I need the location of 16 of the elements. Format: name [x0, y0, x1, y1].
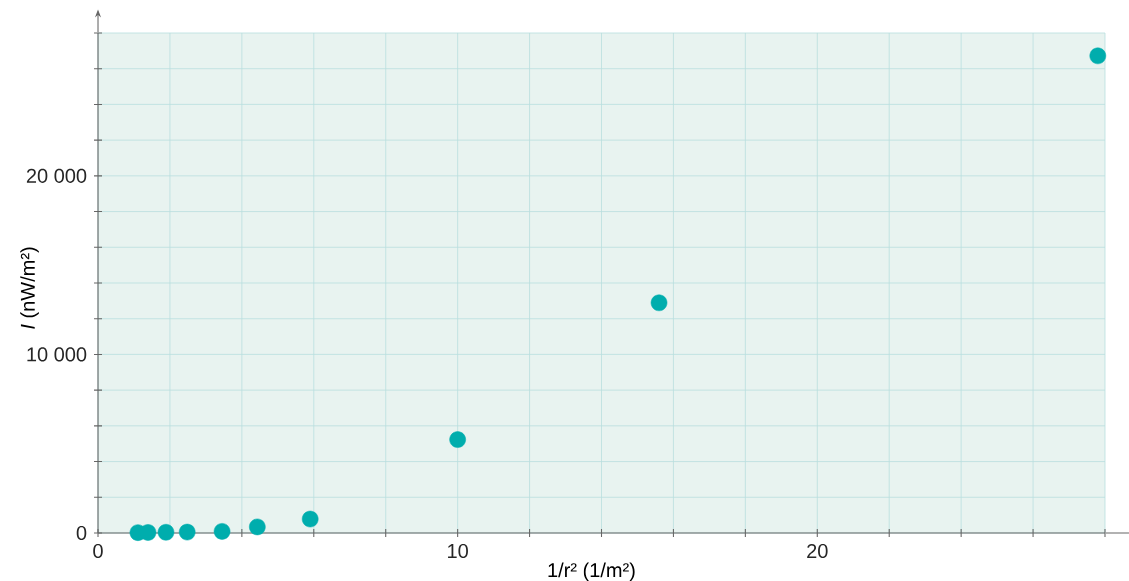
- y-tick-label: 10 000: [27, 347, 87, 362]
- y-axis-title: I (nW/m²): [20, 247, 39, 329]
- point: [178, 523, 196, 541]
- x-tick-label: 0: [93, 543, 103, 559]
- point: [301, 510, 319, 528]
- x-tick-label: 10: [448, 543, 468, 559]
- x-axis-title: 1/r² (1/m²): [548, 562, 635, 581]
- x-tick-label: 20: [807, 543, 828, 559]
- point: [249, 518, 266, 536]
- point: [157, 524, 175, 541]
- y-tick-label: 0: [76, 525, 87, 541]
- point: [650, 294, 668, 312]
- point: [1089, 47, 1107, 65]
- point: [449, 431, 466, 448]
- y-tick-label: 20 000: [26, 168, 87, 183]
- point: [213, 523, 231, 540]
